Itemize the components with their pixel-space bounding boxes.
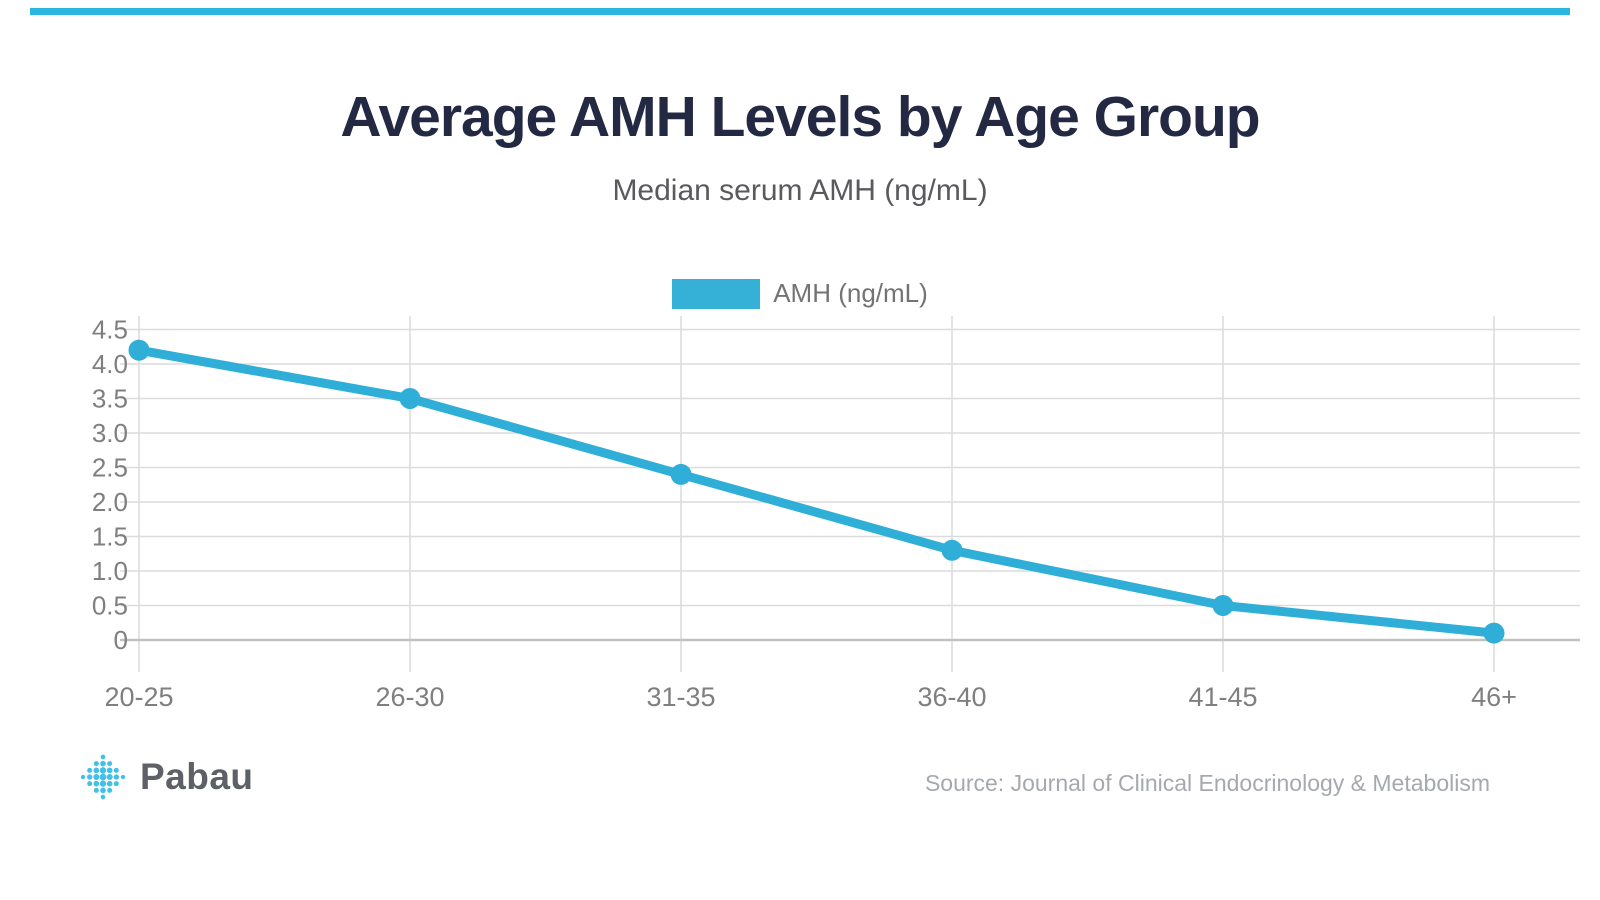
data-point-20-25: [128, 339, 150, 361]
pabau-logo-text: Pabau: [140, 756, 254, 797]
x-tick-label: 20-25: [104, 682, 173, 712]
amh-line: [134, 345, 1499, 638]
y-tick-label: 0: [114, 625, 128, 655]
source-text: Source: Journal of Clinical Endocrinolog…: [924, 770, 1490, 796]
chart-subtitle: Median serum AMH (ng/mL): [612, 174, 988, 207]
y-tick-label: 2.0: [92, 487, 128, 517]
top-accent-bar: [30, 8, 1570, 15]
data-point-41-45: [1212, 595, 1234, 616]
x-tick-label: 41-45: [1188, 682, 1257, 712]
data-point-36-40: [941, 539, 963, 561]
pabau-logo-icon: [80, 754, 126, 800]
y-tick-label: 1.5: [92, 522, 128, 552]
data-point-26-30: [399, 388, 421, 409]
legend-swatch: [672, 278, 761, 309]
y-tick-label: 3.5: [92, 384, 128, 414]
legend: AMH (ng/mL): [0, 278, 1600, 309]
x-tick-label: 26-30: [375, 682, 444, 712]
y-tick-label: 3.0: [92, 418, 128, 448]
data-point-31-35: [670, 463, 692, 485]
legend-label: AMH (ng/mL): [773, 278, 928, 308]
x-tick-label: 31-35: [646, 682, 715, 712]
y-tick-label: 4.5: [92, 315, 128, 345]
pabau-logo: Pabau: [78, 746, 254, 808]
y-tick-label: 1.0: [92, 556, 128, 586]
data-point-46+: [1483, 622, 1505, 644]
x-tick-label: 46+: [1471, 682, 1517, 712]
y-tick-label: 2.5: [92, 453, 128, 483]
x-tick-label: 36-40: [917, 682, 986, 712]
chart-title: Average AMH Levels by Age Group: [340, 85, 1260, 149]
y-tick-label: 0.5: [92, 591, 128, 621]
y-tick-label: 4.0: [92, 349, 128, 379]
